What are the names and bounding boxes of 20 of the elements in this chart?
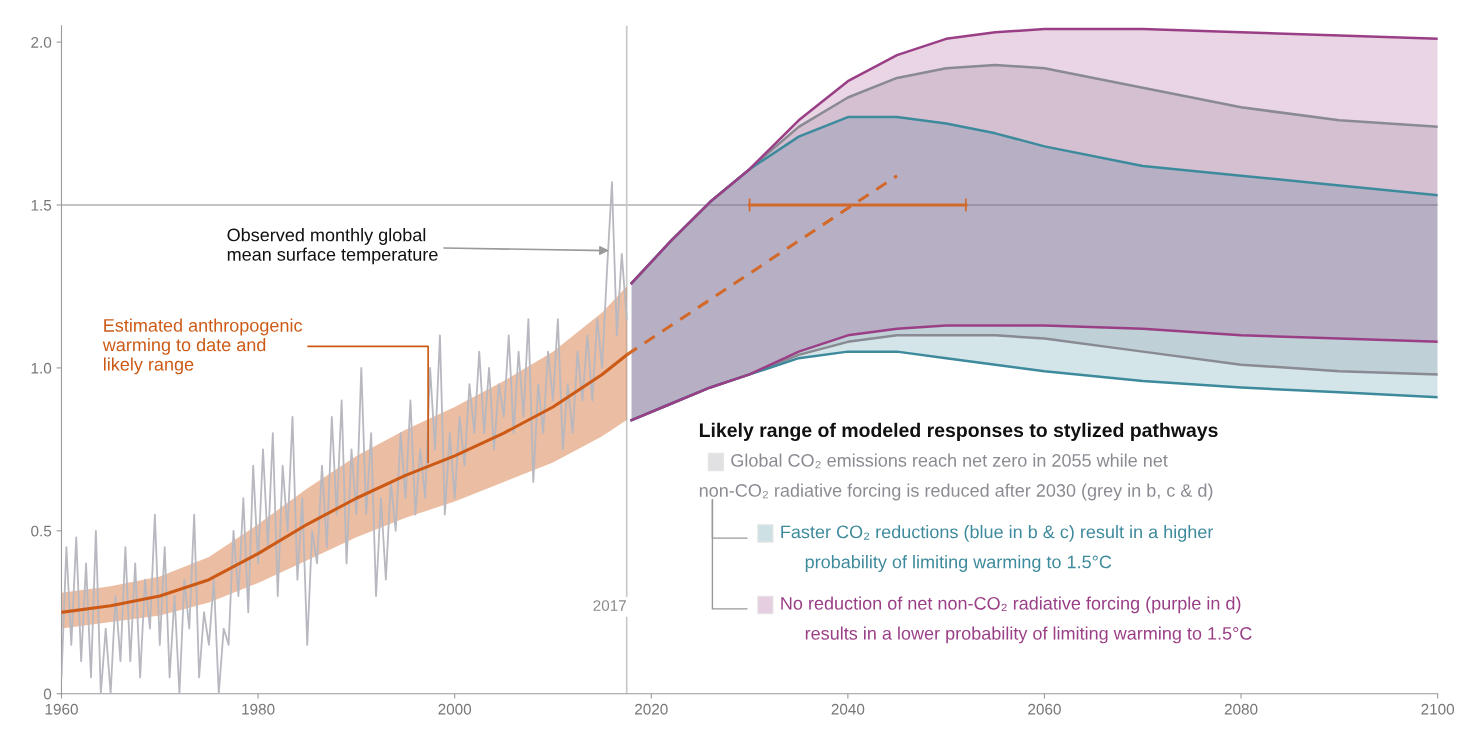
y-tick-label: 2.0 [31,36,52,48]
x-tick-label: 2020 [635,703,668,715]
x-tick-label: 2080 [1224,703,1258,715]
legend-title: Likely range of modeled responses to stylized pathways [699,422,1218,442]
y-tick-label: 0 [43,688,52,700]
annotation: Observed monthly global mean surface temperature [227,228,438,265]
y-tick-label: 0.5 [31,525,52,537]
x-tick-label: 2000 [438,703,472,715]
legend-label: No reduction of net non-CO₂ radiative forcing (purple in d) results in a lower probability of limiting warming to 1.5°C [781,596,1252,644]
legend-label: Global CO₂ emissions reach net zero in 2055 while net non-CO₂ radiative forcing is reduced after 2030 (grey in b, c & d) [699,453,1213,501]
x-tick-label: 1980 [242,703,275,715]
x-tick-label: 2040 [831,703,865,715]
annotation: Estimated anthropogenic warming to date and likely range [102,318,303,375]
y-tick-label: 1.5 [31,200,52,211]
x-tick-label: 1960 [45,703,78,715]
x-tick-label: 2060 [1028,703,1061,715]
legend-label: Faster CO₂ reductions (blue in b & c) result in a higher probability of limiting warming to 1.5°C [781,525,1214,572]
ref-line-label: 2017 [593,600,626,611]
x-tick-label: 2100 [1421,703,1455,715]
y-tick-label: 1.0 [31,362,52,374]
